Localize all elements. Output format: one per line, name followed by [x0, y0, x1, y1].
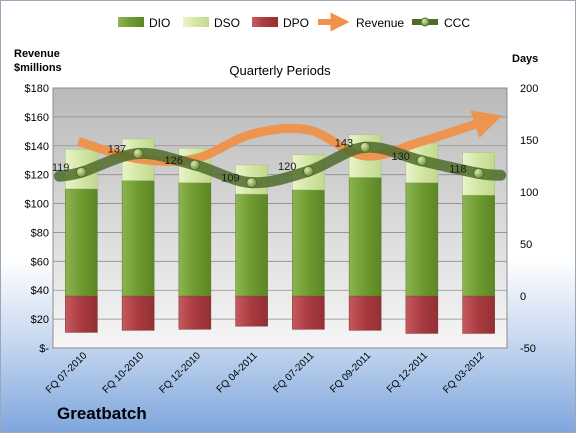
ccc-point [189, 159, 201, 171]
legend-label-revenue: Revenue [356, 16, 404, 30]
left-tick-label: $60 [31, 256, 49, 268]
revenue-line [77, 110, 503, 166]
legend-item-ccc[interactable]: CCC [412, 16, 470, 30]
right-tick-label: 100 [520, 187, 538, 199]
x-tick-label: FQ 07-2011 [272, 350, 317, 395]
x-tick-label: FQ 12-2011 [385, 350, 430, 395]
left-tick-label: $180 [25, 83, 49, 95]
left-tick-label: $40 [31, 285, 49, 297]
ccc-point [132, 148, 144, 160]
bar-dpo [235, 295, 268, 327]
left-axis-title-line2: $millions [14, 62, 62, 74]
ccc-point [75, 166, 87, 178]
legend-label-dio: DIO [149, 16, 170, 30]
ccc-data-label: 109 [221, 173, 239, 185]
bar-dio [235, 193, 268, 297]
right-tick-label: -50 [520, 343, 536, 355]
x-tick-label: FQ 10-2010 [101, 350, 147, 396]
ccc-data-label: 137 [108, 144, 126, 156]
left-axis-title-line1: Revenue [14, 48, 60, 60]
legend-swatch-dio [118, 17, 144, 27]
bar-dio [292, 189, 325, 297]
x-tick-label: FQ 04-2011 [215, 350, 260, 395]
legend-swatch-dso [183, 17, 209, 27]
legend-label-dpo: DPO [283, 16, 309, 30]
x-tick-label: FQ 12-2010 [157, 350, 203, 396]
legend-item-dso[interactable]: DSO [183, 16, 240, 30]
x-axis: FQ 07-2010 FQ 10-2010 FQ 12-2010 FQ 04-2011… [44, 350, 487, 396]
left-tick-label: $80 [31, 227, 49, 239]
revenue-series [77, 110, 503, 166]
bar-dpo [178, 295, 212, 330]
left-tick-label: $160 [25, 112, 49, 124]
x-tick-label: FQ 09-2011 [328, 350, 373, 395]
ccc-point [416, 155, 428, 167]
ccc-data-label: 118 [449, 163, 467, 175]
bar-dio [405, 182, 439, 297]
right-axis: -50 0 50 100 150 200 [520, 83, 538, 355]
ccc-data-label: 126 [165, 155, 183, 167]
bar-dio [65, 188, 98, 297]
legend-swatch-dpo [252, 17, 278, 27]
legend: DIO DSO DPO Revenue CCC [118, 12, 470, 32]
left-tick-label: $100 [25, 199, 49, 211]
bar-dpo [65, 295, 98, 333]
ccc-point [246, 177, 258, 189]
ccc-series: 119 137 126 109 120 143 130 118 [52, 137, 507, 189]
bar-dpo [348, 295, 382, 331]
legend-label-ccc: CCC [444, 16, 470, 30]
bar-dpo [121, 295, 155, 331]
legend-label-dso: DSO [214, 16, 240, 30]
legend-item-dio[interactable]: DIO [118, 16, 170, 30]
chart-title: Quarterly Periods [229, 63, 331, 78]
ccc-point [302, 165, 314, 177]
ccc-data-label: 130 [392, 151, 410, 163]
bar-dpo [462, 295, 495, 334]
left-tick-label: $- [39, 343, 49, 355]
left-tick-label: $20 [31, 314, 49, 326]
ccc-data-label: 120 [278, 161, 296, 173]
ccc-point [359, 141, 371, 153]
bar-dio [178, 182, 212, 297]
left-tick-label: $140 [25, 141, 49, 153]
company-name: Greatbatch [57, 404, 147, 423]
bar-dpo [405, 295, 439, 334]
ccc-data-label: 119 [52, 162, 70, 174]
ccc-data-label: 143 [335, 137, 353, 149]
legend-swatch-ccc-dot [420, 17, 430, 27]
bar-dpo [292, 295, 325, 330]
ccc-line [53, 141, 507, 189]
right-axis-title: Days [512, 53, 538, 65]
legend-item-dpo[interactable]: DPO [252, 16, 309, 30]
right-tick-label: 150 [520, 135, 538, 147]
right-tick-label: 50 [520, 239, 532, 251]
right-tick-label: 200 [520, 83, 538, 95]
x-tick-label: FQ 07-2010 [44, 350, 90, 396]
bar-dio [462, 194, 495, 297]
legend-item-revenue[interactable]: Revenue [318, 12, 404, 32]
ccc-point [473, 167, 485, 179]
left-axis: $- $20 $40 $60 $80 $100 $120 $140 $160 $180 [25, 83, 50, 355]
left-tick-label: $120 [25, 170, 49, 182]
right-tick-label: 0 [520, 291, 526, 303]
x-tick-label: FQ 03-2012 [441, 350, 487, 396]
bar-dio [348, 177, 382, 297]
bar-dio [121, 180, 155, 297]
